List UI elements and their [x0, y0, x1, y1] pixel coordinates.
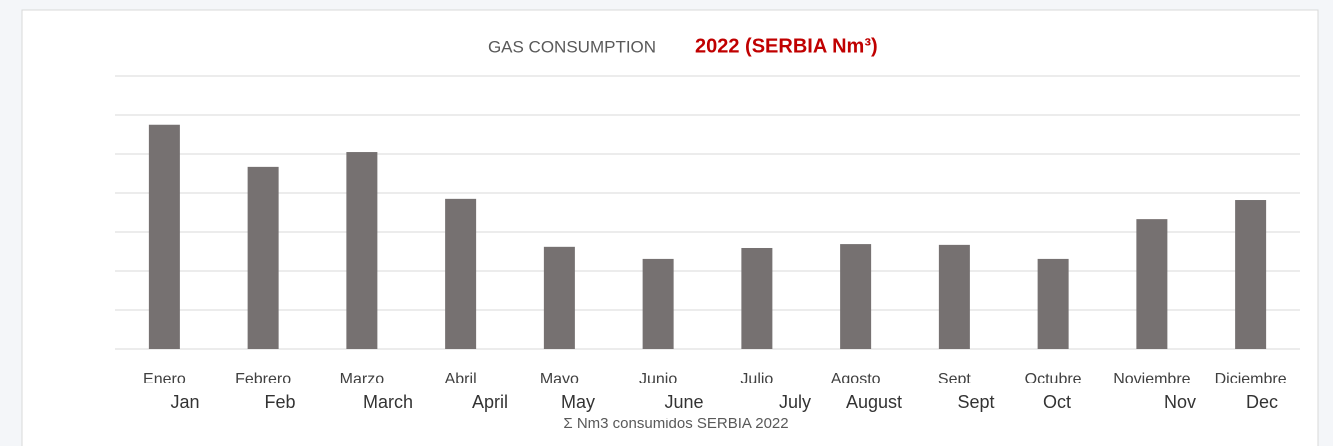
bar — [445, 198, 477, 349]
overlay-label: June — [664, 392, 703, 412]
chart-subtitle: 2022 (SERBIA Nm³) — [695, 35, 878, 57]
x-tick-label: Marzo — [340, 371, 385, 388]
label-overlay — [23, 383, 1317, 418]
overlay-label: May — [561, 392, 595, 412]
overlay-label: Dec — [1246, 392, 1278, 412]
legend-label: Σ Nm3 consumidos SERBIA 2022 — [563, 415, 788, 432]
bar — [938, 244, 970, 349]
bar — [741, 247, 773, 349]
x-tick-label: Abril — [445, 371, 477, 388]
x-tick-label: Febrero — [235, 371, 291, 388]
x-tick-label: Sept — [938, 371, 971, 388]
overlay-label: July — [779, 392, 811, 412]
chart-title: GAS CONSUMPTION — [488, 37, 656, 56]
bar — [642, 258, 674, 349]
overlay-label: Jan — [170, 392, 199, 412]
overlay-label: Nov — [1164, 392, 1196, 412]
bar — [543, 246, 575, 349]
bar — [1136, 219, 1168, 349]
overlay-label: Sept — [957, 392, 994, 412]
overlay-label: Oct — [1043, 392, 1071, 412]
bar — [840, 244, 872, 349]
x-tick-label: Diciembre — [1215, 371, 1287, 388]
overlay-label: Feb — [264, 392, 295, 412]
x-tick-label: Junio — [639, 371, 677, 388]
bar — [346, 152, 378, 349]
x-tick-label: Agosto — [831, 371, 881, 388]
bar — [148, 124, 180, 349]
chart-panel — [21, 9, 1319, 446]
bar — [247, 166, 279, 349]
overlay-label: August — [846, 392, 902, 412]
bar — [1235, 200, 1267, 349]
bar — [1037, 258, 1069, 349]
overlay-label: April — [472, 392, 508, 412]
x-tick-label: Enero — [143, 371, 186, 388]
overlay-label: March — [363, 392, 413, 412]
x-tick-label: Julio — [740, 371, 773, 388]
x-tick-label: Octubre — [1025, 371, 1082, 388]
x-tick-label: Mayo — [540, 371, 579, 388]
x-tick-label: Noviembre — [1113, 371, 1190, 388]
